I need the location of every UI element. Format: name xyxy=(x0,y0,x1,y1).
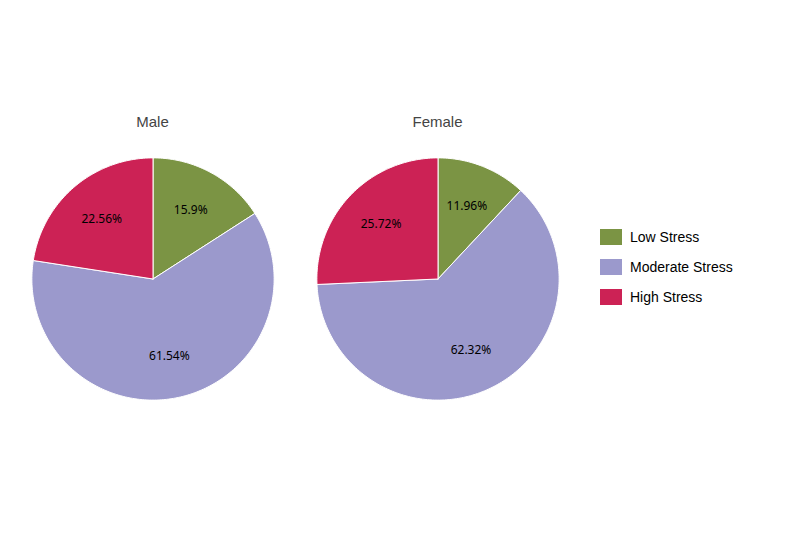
html-text:Male: Male xyxy=(136,112,169,130)
svg-text:22.56%: 22.56% xyxy=(81,210,122,227)
html-text:High Stress: High Stress xyxy=(630,288,703,305)
svg-text:25.72%: 25.72% xyxy=(361,215,402,232)
html-text:Moderate Stress: Moderate Stress xyxy=(630,258,733,275)
html-text:Low Stress: Low Stress xyxy=(630,228,700,245)
svg-text:15.9%: 15.9% xyxy=(174,200,208,217)
svg-text:11.96%: 11.96% xyxy=(447,196,488,213)
html-text:Female: Female xyxy=(412,112,463,130)
svg-text:61.54%: 61.54% xyxy=(149,346,190,363)
svg-text:62.32%: 62.32% xyxy=(451,341,492,358)
